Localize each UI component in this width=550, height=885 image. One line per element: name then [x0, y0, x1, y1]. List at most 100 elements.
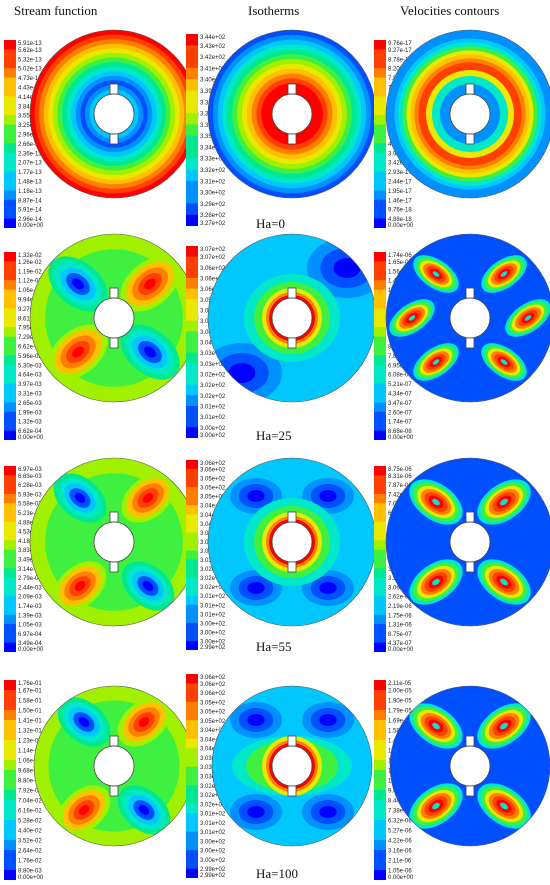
vortex-cell — [121, 561, 175, 611]
colorbar-tick-label: 2.66e-13 — [18, 142, 42, 148]
colorbar-tick-label: 5.21e-07 — [388, 382, 412, 388]
colorbar-tick-label: 3.52e-02 — [18, 839, 42, 845]
colorbar-tick-label: 3.34e+02 — [200, 145, 226, 151]
colorbar-tick-label: 3.05e+02 — [200, 710, 226, 716]
velocity-cell — [389, 299, 435, 337]
contour-plot-vel-row2 — [382, 454, 550, 630]
colorbar-tick-label: 6.97e-04 — [18, 632, 42, 638]
colorbar-tick-label: 3.03e+02 — [200, 351, 226, 357]
colorbar-tick-label: 1.79e-05 — [388, 709, 412, 715]
cold-region — [230, 702, 282, 738]
contour-plot-iso-row2 — [204, 454, 380, 630]
vortex-cell — [117, 697, 171, 747]
colorbar-tick-label: 0.00e+00 — [388, 435, 414, 440]
colorbar-tick-label: 3.28e+02 — [200, 213, 226, 219]
contour-plot-vel-row1 — [382, 230, 550, 406]
colorbar-tick-label: 0.00e+00 — [18, 435, 44, 440]
colorbar-tick-label: 1.06e-02 — [18, 288, 42, 294]
colorbar-tick-label: 9.27e-17 — [388, 48, 412, 54]
header-velocities-contours: Velocities contours — [400, 3, 500, 18]
colorbar-tick-label: 3.00e+02 — [200, 630, 226, 636]
velocity-cell — [409, 783, 463, 829]
colorbar-tick-label: 1.06e-01 — [18, 759, 42, 765]
colorbar-tick-label: 2.65e-03 — [18, 401, 42, 407]
colorbar-tick-label: 3.49e-04 — [18, 641, 42, 647]
velocity-cell — [477, 479, 531, 525]
colorbar-tick-label: 3.05e+02 — [200, 486, 226, 492]
colorbar-tick-label: 2.99e+02 — [200, 873, 226, 878]
colorbar-tick-label: 5.32e-13 — [18, 57, 42, 63]
colorbar-tick-label: 3.00e+02 — [200, 621, 226, 627]
colorbar-tick-label: 3.00e+02 — [200, 433, 226, 438]
colorbar-tick-label: 1.14e-01 — [18, 749, 42, 755]
colorbar-tick-label: 3.01e+02 — [200, 830, 226, 836]
velocity-cell — [409, 479, 463, 525]
colorbar-tick-label: 4.37e-07 — [388, 641, 412, 647]
velocity-cell — [409, 559, 463, 605]
colorbar-tick-label: 3.00e+02 — [200, 639, 226, 645]
colorbar-tick-label: 2.19e-06 — [388, 604, 412, 610]
colorbar-tick-label: 3.06e+02 — [200, 461, 226, 467]
colorbar-tick-label: 3.47e-07 — [388, 401, 412, 407]
header-isotherms: Isotherms — [248, 3, 300, 18]
colorbar-tick-label: 3.25e-13 — [18, 123, 42, 129]
colorbar-tick-label: 5.30e-03 — [18, 363, 42, 369]
colorbar-tick-label: 3.00e+02 — [200, 426, 226, 432]
colorbar-tick-label: 3.01e+02 — [200, 821, 226, 827]
colorbar-tick-label: 3.04e+02 — [200, 728, 226, 734]
colorbar-tick-label: 8.87e-14 — [18, 198, 42, 204]
vortex-cell — [53, 561, 107, 611]
colorbar-tick-label: 3.01e+02 — [200, 415, 226, 421]
colorbar-tick-label: 5.91e-13 — [18, 41, 42, 47]
cold-region — [230, 794, 282, 830]
vortex-cell — [120, 256, 180, 312]
colorbar-tick-label: 1.69e-05 — [388, 719, 412, 725]
contour-plot-stream-row2 — [26, 454, 202, 630]
velocity-cell — [477, 703, 531, 749]
colorbar-tick-label: 2.79e-03 — [18, 576, 42, 582]
colorbar-tick-label: 3.01e+02 — [200, 405, 226, 411]
colorbar-tick-label: 3.44e+02 — [200, 35, 226, 41]
colorbar-tick-label: 0.00e+00 — [18, 647, 44, 652]
colorbar-tick-label: 1.48e-13 — [18, 180, 42, 186]
colorbar-tick-label: 3.05e+02 — [200, 477, 226, 483]
colorbar-tick-label: 3.02e+02 — [200, 576, 226, 582]
colorbar-tick-label: 1.26e-02 — [18, 260, 42, 266]
colorbar-tick-label: 2.64e-02 — [18, 849, 42, 855]
contour-plot-iso-row1 — [204, 230, 380, 406]
colorbar-tick-label: 3.29e+02 — [200, 202, 226, 208]
colorbar-tick-label: 4.88e-03 — [18, 520, 42, 526]
colorbar-tick-label: 3.00e+02 — [200, 858, 226, 864]
colorbar-tick-label: 1.74e-06 — [388, 253, 412, 259]
colorbar-tick-label: 2.11e-06 — [388, 859, 412, 865]
colorbar-tick-label: 1.32e-01 — [18, 729, 42, 735]
cold-region — [302, 794, 354, 830]
colorbar-tick-label: 3.33e+02 — [200, 157, 226, 163]
colorbar-tick-label: 1.31e-06 — [388, 623, 412, 629]
contour-plot-vel-row3 — [386, 682, 550, 850]
colorbar-tick-label: 0.00e+00 — [388, 647, 414, 652]
contour-plot-stream-row0 — [26, 26, 202, 202]
colorbar-tick-label: 3.40e+02 — [200, 78, 226, 84]
colorbar-tick-label: 8.75e-07 — [388, 632, 412, 638]
colorbar-tick-label: 1.05e-03 — [18, 623, 42, 629]
colorbar-tick-label: 5.58e-03 — [18, 502, 42, 508]
colorbar-tick-label: 3.05e+02 — [200, 700, 226, 706]
colorbar-tick-label: 3.00e+02 — [200, 839, 226, 845]
vortex-cell — [57, 785, 111, 835]
colorbar-tick-label: 4.73e-13 — [18, 76, 42, 82]
colorbar-tick-label: 3.02e+02 — [200, 383, 226, 389]
colorbar-tick-label: 5.93e-03 — [18, 492, 42, 498]
colorbar-tick-label: 8.75e-06 — [388, 467, 412, 473]
colorbar-tick-label: 3.03e+02 — [200, 362, 226, 368]
colorbar-vel-row1: 1.74e-061.65e-061.56e-061.48e-061.39e-06… — [374, 252, 438, 440]
colorbar-tick-label: 2.00e-05 — [388, 689, 412, 695]
colorbar-tick-label: 1.05e-06 — [388, 869, 412, 875]
colorbar-tick-label: 8.68e-08 — [388, 429, 412, 435]
colorbar-tick-label: 1.74e-03 — [18, 604, 42, 610]
colorbar-tick-label: 3.07e+02 — [200, 247, 226, 253]
colorbar-tick-label: 3.06e+02 — [200, 266, 226, 272]
colorbar-tick-label: 1.32e-03 — [18, 420, 42, 426]
colorbar-tick-label: 4.43e-13 — [18, 86, 42, 92]
colorbar-tick-label: 2.44e-03 — [18, 585, 42, 591]
